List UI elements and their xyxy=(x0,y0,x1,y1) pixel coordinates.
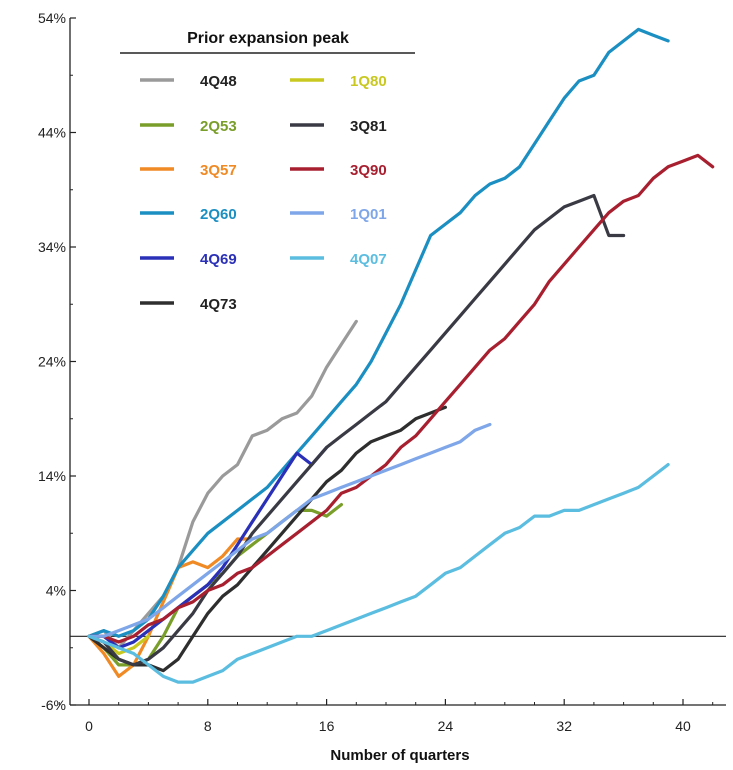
x-tick-label: 0 xyxy=(85,718,93,734)
y-tick-label: 54% xyxy=(38,10,66,26)
series-line-4q69 xyxy=(87,445,329,650)
series-lines xyxy=(87,27,715,684)
legend-label-3q81: 3Q81 xyxy=(350,118,387,135)
series-line-4q48 xyxy=(87,319,358,650)
legend-label-1q80: 1Q80 xyxy=(350,73,387,90)
series-line-2q60 xyxy=(87,27,670,638)
y-tick-label: 14% xyxy=(38,468,66,484)
x-tick-label: 32 xyxy=(556,718,572,734)
y-tick-label: 4% xyxy=(46,583,66,599)
y-tick-label: 24% xyxy=(38,354,66,370)
y-tick-label: 34% xyxy=(38,239,66,255)
x-tick-label: 40 xyxy=(675,718,691,734)
legend-label-3q90: 3Q90 xyxy=(350,162,387,179)
legend-label-3q57: 3Q57 xyxy=(200,162,237,179)
y-tick-label: -6% xyxy=(41,697,66,713)
legend-items: 4Q48 2Q53 3Q57 2Q60 4Q69 4Q73 1Q80 3Q81 3Q90 1Q01… xyxy=(140,73,387,313)
axes: -6% 4% 14% 24% 34% 44% 54% 0 8 16 24 32 40 xyxy=(38,10,726,734)
x-tick-label: 16 xyxy=(319,718,335,734)
series-line-3q81 xyxy=(87,193,626,667)
legend-title: Prior expansion peak xyxy=(187,30,349,47)
legend-label-2q53: 2Q53 xyxy=(200,118,237,135)
series-line-4q07 xyxy=(87,463,670,684)
x-tick-label: 24 xyxy=(438,718,454,734)
legend-label-4q48: 4Q48 xyxy=(200,73,237,90)
legend-label-4q07: 4Q07 xyxy=(350,251,387,268)
legend-label-4q73: 4Q73 xyxy=(200,296,237,313)
legend: Prior expansion peak 4Q48 2Q53 3Q57 2Q60 4Q6… xyxy=(120,30,415,313)
series-line-1q01 xyxy=(87,422,492,638)
legend-label-1q01: 1Q01 xyxy=(350,206,387,223)
legend-label-2q60: 2Q60 xyxy=(200,206,237,223)
x-axis-label: Number of quarters xyxy=(330,747,469,764)
series-line-3q90 xyxy=(87,153,715,644)
y-tick-label: 44% xyxy=(38,125,66,141)
x-tick-label: 8 xyxy=(204,718,212,734)
legend-label-4q69: 4Q69 xyxy=(200,251,237,268)
